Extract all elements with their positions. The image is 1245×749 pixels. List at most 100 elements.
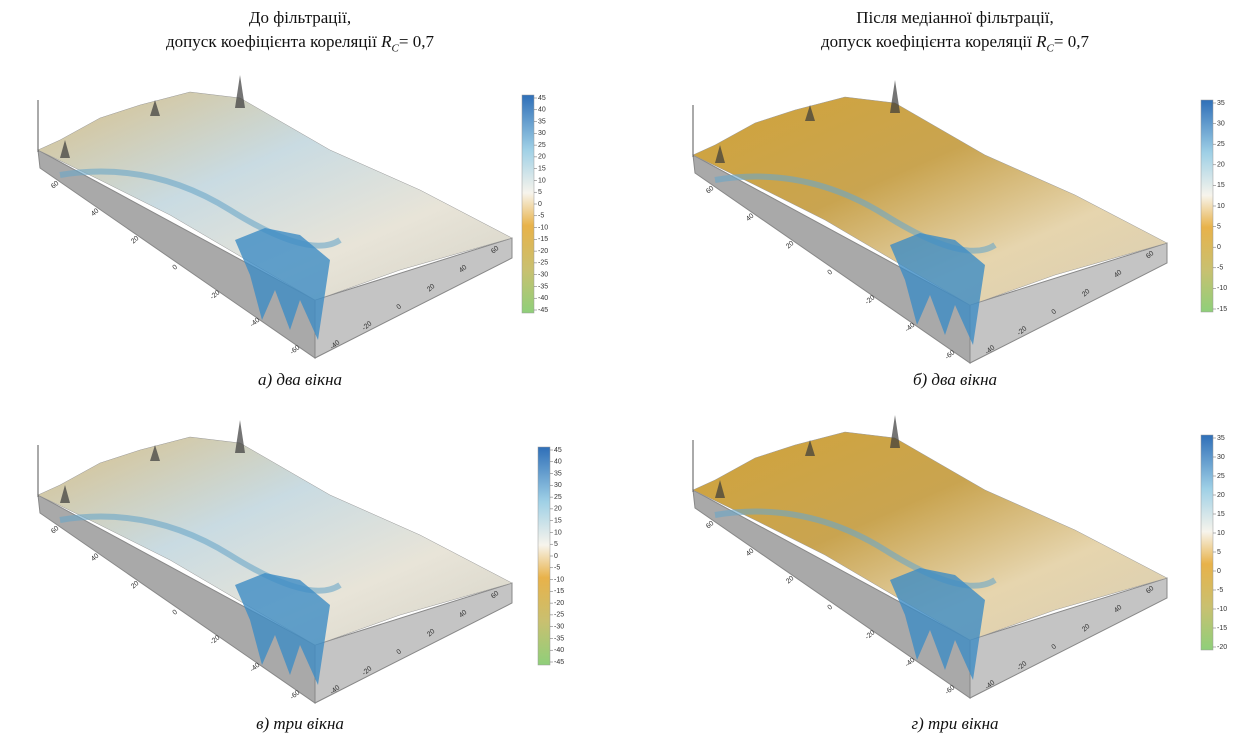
surface [37, 436, 513, 646]
colorbar-label: 25 [1217, 473, 1225, 480]
colorbar-label: 10 [1217, 530, 1225, 537]
right-face [314, 237, 513, 359]
colorbar-label: 0 [554, 553, 558, 560]
caption: г) три вікна [911, 714, 999, 733]
colorbar-label: -15 [538, 236, 548, 243]
colorbar-label: 10 [538, 177, 546, 184]
colorbar-label: 25 [538, 142, 546, 149]
trough [235, 228, 330, 340]
axis-tick-label: 60 [1145, 585, 1156, 595]
axis-tick-label: -40 [249, 317, 261, 329]
colorbar-label: 30 [1217, 454, 1225, 461]
surface-plot: 60 40 20 0 -20 -40 -60 60 40 20 0 -20 -40 45 40 35 30 25 2… [37, 420, 564, 704]
peak [235, 75, 245, 108]
axis-tick-label: -40 [904, 657, 916, 669]
axis-tick-label: -20 [864, 294, 876, 306]
colorbar-label: -45 [554, 659, 564, 666]
axis-tick-label: -40 [984, 344, 996, 356]
column-header: Після медіанної фільтрації, допуск коефі… [675, 6, 1235, 60]
ridge [59, 168, 342, 249]
axis-tick-label: 40 [90, 553, 101, 563]
axis-tick-label: 20 [1081, 623, 1092, 633]
axis-tick-label: 0 [1050, 308, 1058, 316]
colorbar-label: 35 [1217, 100, 1225, 107]
colorbar-label: 15 [1217, 182, 1225, 189]
caption: а) два вікна [257, 370, 342, 389]
colorbar-label: 5 [554, 541, 558, 548]
axis-tick-label: -40 [984, 679, 996, 691]
colorbar-label: 15 [538, 166, 546, 173]
colorbar-label: -15 [1217, 625, 1227, 632]
colorbar-label: 40 [554, 459, 562, 466]
colorbar-label: 25 [554, 494, 562, 501]
axis-tick-label: 20 [785, 575, 796, 585]
right-face [969, 577, 1168, 699]
caption: б) два вікна [912, 370, 998, 389]
axis-tick-label: 0 [395, 648, 403, 656]
colorbar-label: 35 [1217, 435, 1225, 442]
trough [890, 568, 985, 680]
axis-tick-label: 20 [426, 628, 437, 638]
surface-plot: 60 40 20 0 -20 -40 -60 60 40 20 0 -20 -40 35 30 25 20 15 1… [692, 415, 1227, 699]
axis-tick-label: 0 [171, 609, 179, 617]
axis-tick-label: -20 [1016, 325, 1028, 337]
colorbar-label: -20 [554, 600, 564, 607]
colorbar-label: 25 [1217, 141, 1225, 148]
axis-tick-label: -60 [944, 684, 956, 696]
axis-tick-label: -40 [904, 322, 916, 334]
axis-tick-label: -20 [209, 634, 221, 646]
colorbar-label: 20 [1217, 492, 1225, 499]
peak [715, 480, 725, 498]
colorbar-label: 15 [554, 518, 562, 525]
peak [715, 145, 725, 163]
colorbar-label: 20 [1217, 162, 1225, 169]
surface-plot: 60 40 20 0 -20 -40 -60 60 40 20 0 -20 -40 35 30 25 20 15 1… [692, 80, 1227, 364]
colorbar-label: -5 [554, 565, 560, 572]
colorbar-label: -10 [538, 224, 548, 231]
peak [60, 485, 70, 503]
axis-tick-label: -60 [289, 344, 301, 356]
axis-tick-label: 60 [490, 245, 501, 255]
axis-tick-label: -60 [289, 689, 301, 701]
colorbar [521, 94, 535, 314]
subscript: C [391, 42, 399, 55]
axis-tick-label: 60 [705, 520, 716, 530]
peak [60, 140, 70, 158]
colorbar-label: 0 [1217, 568, 1221, 575]
colorbar-label: 5 [538, 189, 542, 196]
axis-tick-label: -20 [1016, 660, 1028, 672]
trough [235, 573, 330, 685]
colorbar-label: 10 [554, 529, 562, 536]
header-line: допуск коефіцієнта кореляції RC= 0,7 [675, 30, 1235, 60]
peak [150, 100, 160, 116]
colorbar-label: 30 [1217, 120, 1225, 127]
colorbar-label: 15 [1217, 511, 1225, 518]
header-text: = 0,7 [1053, 32, 1089, 51]
axis-tick-label: 0 [395, 303, 403, 311]
ridge [714, 508, 997, 589]
axis-tick-label: -20 [361, 665, 373, 677]
axis-tick-label: 20 [130, 580, 141, 590]
colorbar-label: 30 [554, 482, 562, 489]
axis-tick-label: 40 [1113, 269, 1124, 279]
colorbar-label: -10 [554, 576, 564, 583]
peak [890, 415, 900, 448]
peak [150, 445, 160, 461]
axis-tick-label: 60 [50, 525, 61, 535]
colorbar-label: -30 [538, 272, 548, 279]
colorbar-label: -10 [1217, 285, 1227, 292]
peak [805, 440, 815, 456]
colorbar-label: 20 [554, 506, 562, 513]
axis-tick-label: 40 [1113, 604, 1124, 614]
axis-tick-label: 60 [705, 185, 716, 195]
header-line: допуск коефіцієнта кореляції RC= 0,7 [20, 30, 580, 60]
colorbar-label: -30 [554, 624, 564, 631]
colorbar-label: -5 [1217, 587, 1223, 594]
colorbar-label: 30 [538, 130, 546, 137]
axis-tick-label: 20 [426, 283, 437, 293]
axis-tick-label: 40 [90, 208, 101, 218]
axis-tick-label: 0 [171, 264, 179, 272]
header-line: До фільтрації, [248, 8, 352, 27]
